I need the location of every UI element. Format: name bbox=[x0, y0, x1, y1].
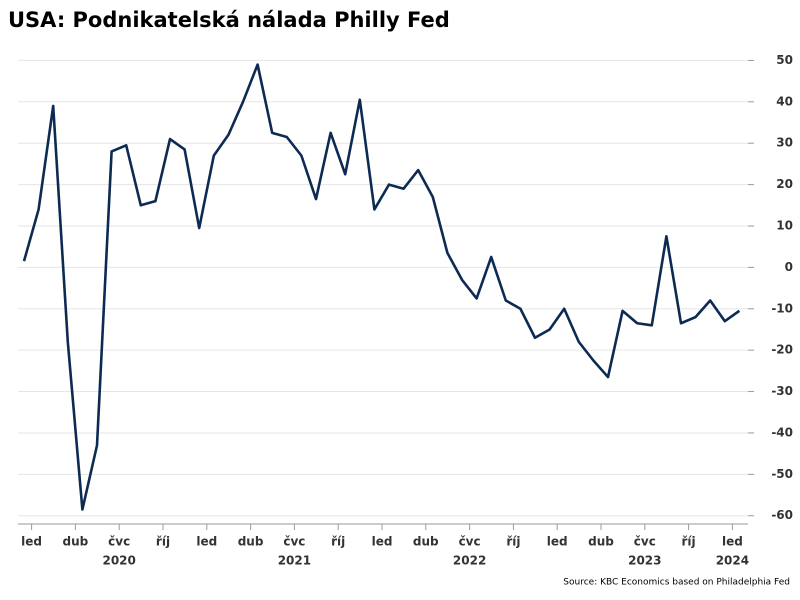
x-tick-label: led bbox=[196, 535, 217, 549]
y-tick-label: 50 bbox=[776, 53, 793, 67]
y-tick-label: -50 bbox=[771, 467, 793, 481]
x-tick-label: čvc bbox=[459, 535, 481, 549]
x-tick-label: čvc bbox=[108, 535, 130, 549]
x-tick-label: říj bbox=[331, 535, 345, 549]
x-tick-label: led bbox=[722, 535, 743, 549]
chart-title: USA: Podnikatelská nálada Philly Fed bbox=[8, 8, 450, 32]
year-label: 2023 bbox=[628, 554, 661, 568]
y-tick-label: -60 bbox=[771, 508, 793, 522]
x-tick-label: říj bbox=[682, 535, 696, 549]
year-label: 2024 bbox=[716, 554, 749, 568]
x-tick-label: čvc bbox=[283, 535, 305, 549]
y-tick-label: 20 bbox=[776, 177, 793, 191]
y-tick-label: -20 bbox=[771, 343, 793, 357]
x-tick-label: říj bbox=[506, 535, 520, 549]
x-tick-label: led bbox=[21, 535, 42, 549]
year-label: 2021 bbox=[278, 554, 311, 568]
x-tick-label: led bbox=[547, 535, 568, 549]
x-tick-label: čvc bbox=[634, 535, 656, 549]
x-tick-label: dub bbox=[238, 535, 264, 549]
y-tick-label: -30 bbox=[771, 384, 793, 398]
y-tick-label: 40 bbox=[776, 94, 793, 108]
x-tick-label: dub bbox=[588, 535, 614, 549]
line-series bbox=[22, 63, 741, 511]
y-tick-label: 10 bbox=[776, 218, 793, 232]
year-label: 2020 bbox=[102, 554, 135, 568]
x-tick-label: led bbox=[372, 535, 393, 549]
y-tick-label: -40 bbox=[771, 425, 793, 439]
y-tick-label: -10 bbox=[771, 301, 793, 315]
x-tick-label: dub bbox=[63, 535, 89, 549]
source: Source: KBC Economics based on Philadelp… bbox=[563, 578, 790, 588]
year-label: 2022 bbox=[453, 554, 486, 568]
y-tick-label: 30 bbox=[776, 136, 793, 150]
x-tick-label: dub bbox=[413, 535, 439, 549]
y-tick-label: 0 bbox=[785, 260, 793, 274]
x-tick-label: říj bbox=[156, 535, 170, 549]
